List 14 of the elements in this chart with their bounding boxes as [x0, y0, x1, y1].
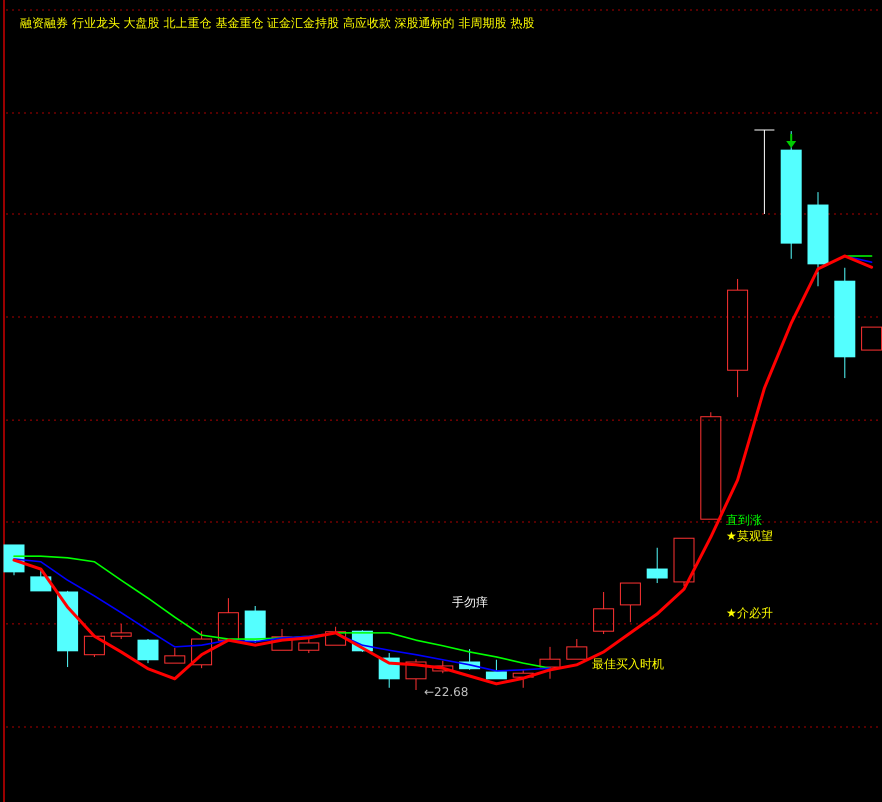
annotation: 手勿痒 — [452, 595, 488, 609]
candlestick — [593, 592, 614, 634]
annotation: 最佳买入时机 — [592, 657, 664, 671]
chart-title: 融资融券 行业龙头 大盘股 北上重仓 基金重仓 证金汇金持股 高应收款 深股通标的 非周期股 热股 — [20, 16, 534, 30]
candlestick — [110, 623, 132, 640]
annotation: 直到涨 — [726, 513, 762, 527]
annotation: ★莫观望 — [726, 529, 773, 543]
annotation: ★介必升 — [726, 606, 773, 620]
annotation: ←22.68 — [424, 685, 468, 699]
candlestick — [808, 192, 828, 287]
candlestick — [834, 267, 856, 379]
candlestick — [727, 278, 748, 398]
candlestick — [406, 658, 426, 690]
candlestick — [646, 547, 668, 584]
